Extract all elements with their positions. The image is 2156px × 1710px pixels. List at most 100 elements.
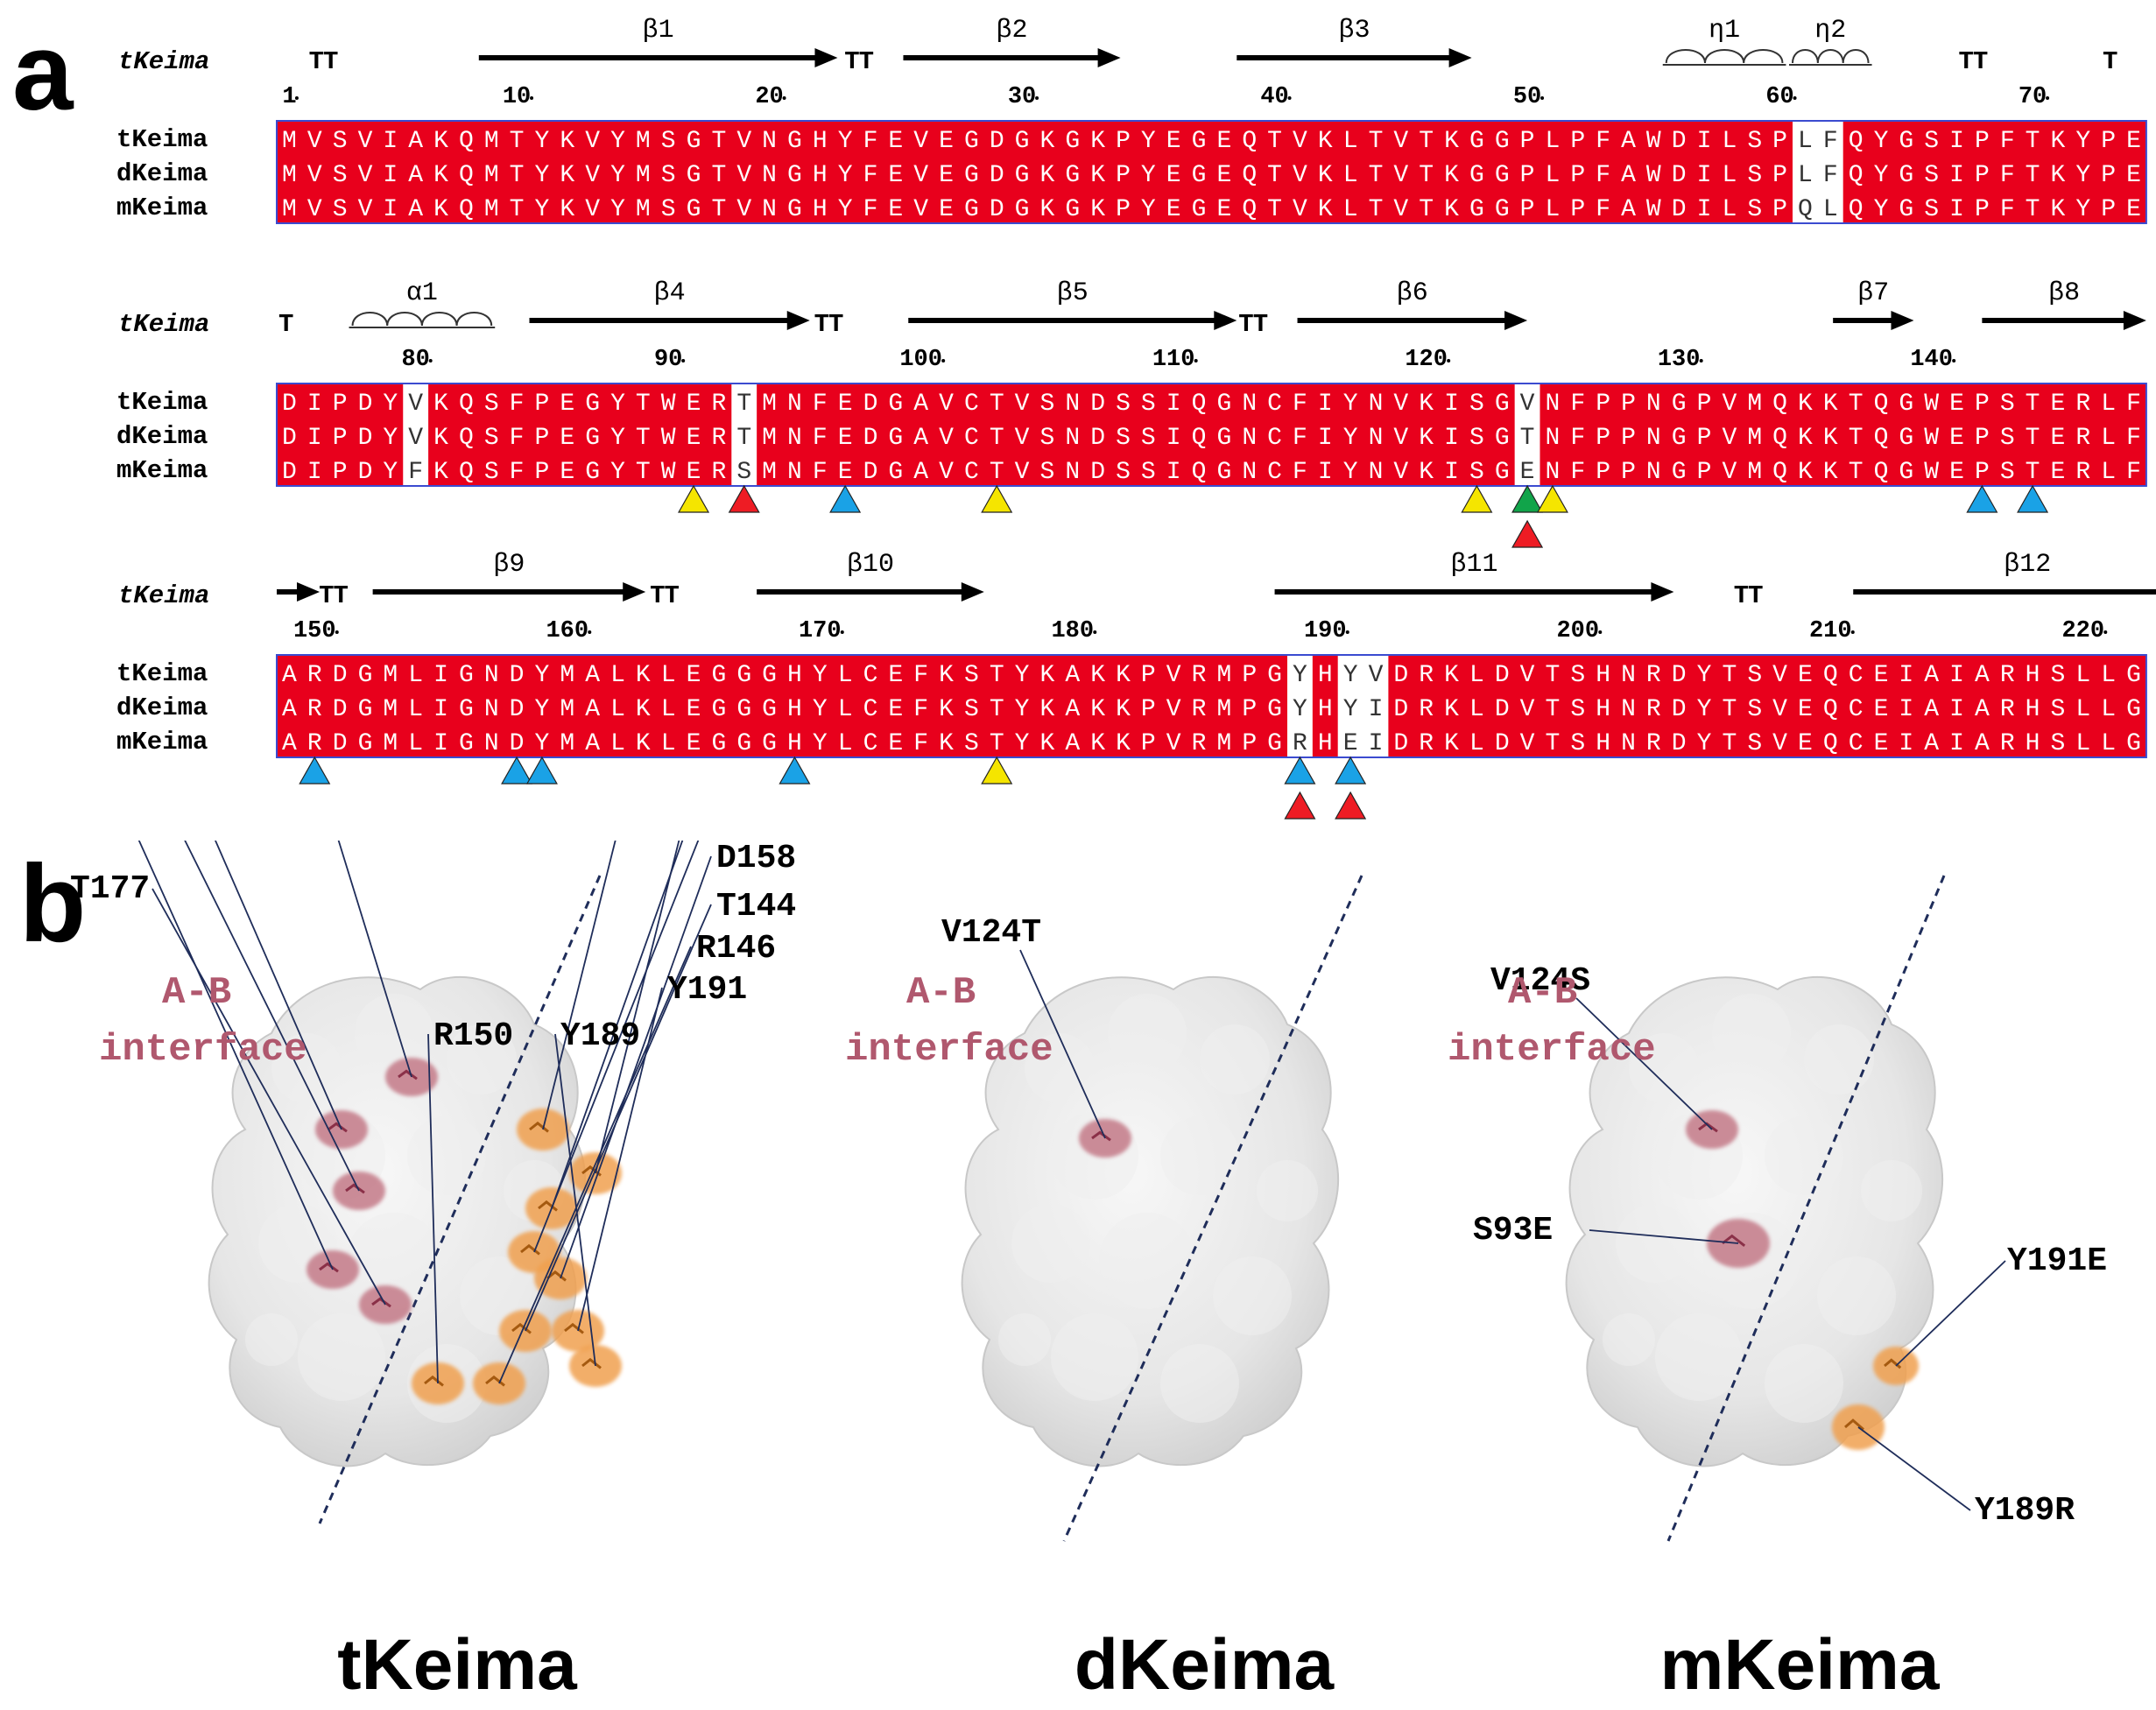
residue: S: [1040, 391, 1055, 418]
residue: N: [762, 162, 777, 189]
residue: K: [636, 696, 651, 723]
residue: Y: [610, 425, 625, 452]
residue: Y: [1343, 696, 1358, 723]
residue: Y: [838, 196, 853, 223]
residue: T: [1520, 425, 1535, 452]
residue: K: [433, 196, 448, 223]
residue: N: [1065, 459, 1080, 486]
residue: P: [1621, 425, 1636, 452]
residue: N: [787, 459, 802, 486]
residue: A: [1975, 662, 1990, 689]
residue: N: [1369, 391, 1384, 418]
strand-arrow-head: [1448, 48, 1472, 67]
residue: K: [560, 128, 574, 155]
residue: T: [2026, 162, 2040, 189]
residue: I: [1369, 696, 1384, 723]
residue: G: [1495, 128, 1510, 155]
residue: D: [1393, 730, 1408, 757]
residue: L: [1469, 662, 1484, 689]
residue: F: [1570, 425, 1585, 452]
residue: R: [2000, 730, 2015, 757]
residue: L: [2101, 425, 2116, 452]
residue: M: [484, 196, 499, 223]
residue: R: [2075, 459, 2090, 486]
residue: S: [2000, 459, 2015, 486]
tick-dot: [1952, 359, 1956, 362]
residue: D: [510, 696, 525, 723]
residue: W: [1924, 459, 1939, 486]
surface-bump: [1051, 1313, 1138, 1401]
residue: A: [1621, 162, 1636, 189]
residue: K: [1318, 128, 1333, 155]
residue: P: [2101, 162, 2116, 189]
residue: I: [1697, 196, 1712, 223]
residue: Y: [1697, 696, 1712, 723]
residue: H: [2026, 730, 2040, 757]
residue-number: 200: [1556, 618, 1599, 644]
residue: P: [1975, 459, 1990, 486]
strand-arrow-head: [1097, 48, 1121, 67]
side-chain-stick: [485, 1375, 505, 1387]
sequence-name-mkeima: mKeima: [116, 456, 208, 485]
residue: A: [585, 662, 600, 689]
residue: I: [383, 162, 398, 189]
residue: V: [585, 128, 600, 155]
tick-dot: [2103, 630, 2108, 634]
residue: N: [1065, 425, 1080, 452]
residue: K: [1116, 730, 1131, 757]
alignment-frame: [276, 383, 2147, 487]
residue: K: [433, 162, 448, 189]
residue: G: [358, 662, 373, 689]
residue: T: [1419, 162, 1434, 189]
residue: V: [1015, 459, 1030, 486]
residue: G: [1192, 162, 1207, 189]
residue: T: [2026, 196, 2040, 223]
turn-label: T: [278, 310, 293, 339]
residue: S: [1469, 459, 1484, 486]
strand-arrow-head: [814, 48, 838, 67]
residue: I: [1899, 696, 1913, 723]
residue: E: [888, 128, 903, 155]
side-chain-stick: [581, 1165, 602, 1177]
conserved-block: [428, 384, 732, 486]
residue: Y: [1015, 662, 1030, 689]
residue: V: [408, 391, 423, 418]
residue: E: [687, 459, 701, 486]
residue: N: [1369, 459, 1384, 486]
residue: N: [484, 662, 499, 689]
residue: N: [1065, 391, 1080, 418]
residue: L: [610, 696, 625, 723]
residue: Y: [610, 162, 625, 189]
side-chain-stick: [371, 1297, 391, 1308]
residue: F: [510, 459, 525, 486]
residue: V: [1772, 730, 1787, 757]
residue: K: [433, 391, 448, 418]
residue: N: [787, 425, 802, 452]
residue: V: [408, 425, 423, 452]
strand-arrow: [277, 589, 299, 595]
residue: S: [1141, 391, 1156, 418]
residue: K: [1444, 196, 1459, 223]
residue: Y: [1293, 696, 1307, 723]
residue-label-y189: Y189: [560, 1017, 640, 1055]
residue: L: [1722, 128, 1737, 155]
residue: L: [408, 662, 423, 689]
residue: M: [560, 662, 574, 689]
residue: D: [358, 425, 373, 452]
residue: G: [2126, 730, 2141, 757]
residue: V: [307, 162, 322, 189]
residue: G: [1672, 459, 1687, 486]
label-leader: [577, 987, 663, 1332]
mutation-marker-blue: [1966, 484, 1998, 513]
residue: Y: [2075, 128, 2090, 155]
residue-number: 190: [1304, 618, 1347, 644]
residue: L: [1343, 196, 1358, 223]
residue: V: [307, 196, 322, 223]
residue: F: [1596, 196, 1610, 223]
residue: Y: [383, 459, 398, 486]
residue: T: [510, 196, 525, 223]
residue: T: [1849, 391, 1864, 418]
residue: C: [1267, 391, 1282, 418]
residue: I: [1166, 459, 1181, 486]
